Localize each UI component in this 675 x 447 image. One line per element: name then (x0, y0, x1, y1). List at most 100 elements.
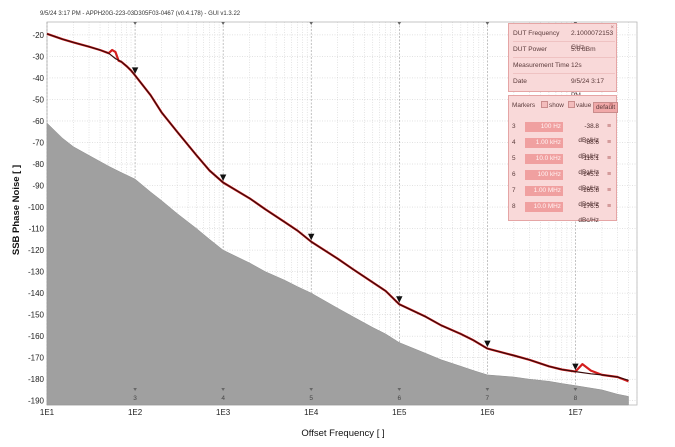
marker-value: -38.8 dBc/Hz (578, 123, 599, 144)
marker-bottom-tick (309, 388, 313, 391)
marker-label: 7 (486, 395, 490, 402)
window-title: 9/5/24 3:17 PM - APPH20G-223-03D305F03-0… (40, 11, 241, 17)
menu-icon[interactable]: ≡ (607, 203, 612, 210)
marker-frequency-field[interactable]: 10.0 kHz (525, 154, 563, 164)
info-row-dut-power: DUT Power 5.6 dBm (513, 43, 615, 58)
marker-value: -116.1 dBc/Hz (578, 155, 599, 176)
marker-id: 5 (512, 155, 516, 162)
marker-label: 8 (574, 395, 578, 402)
marker-label: 6 (397, 395, 401, 402)
markers-panel[interactable]: Markers show value default ≡ 3 100 Hz -3… (508, 95, 619, 224)
marker-id: 7 (512, 187, 516, 194)
x-tick-label: 1E2 (128, 408, 143, 417)
y-tick-label: -90 (32, 182, 44, 191)
info-row-dut-frequency: DUT Frequency 2.1000072153 GHz (513, 27, 615, 51)
marker-frequency-field[interactable]: 100 Hz (525, 122, 563, 132)
marker-value: -165.8 dBc/Hz (578, 187, 599, 208)
marker-id: 4 (512, 139, 516, 146)
menu-icon[interactable]: ≡ (607, 139, 612, 146)
marker-bottom-tick (397, 388, 402, 391)
marker-bottom-tick (133, 388, 137, 391)
marker-row[interactable]: 5 10.0 kHz -116.1 dBc/Hz ≡ (512, 152, 614, 176)
info-key: Measurement Time (513, 62, 570, 69)
marker-triangle-icon (131, 67, 139, 74)
y-tick-label: -180 (28, 375, 45, 384)
show-toggle[interactable]: show (541, 100, 564, 112)
y-tick-label: -40 (32, 74, 44, 83)
y-tick-label: -60 (32, 117, 44, 126)
x-tick-label: 1E4 (304, 408, 319, 417)
marker-triangle-icon (308, 233, 315, 241)
marker-top-tick (485, 22, 490, 25)
marker-value: -145.2 dBc/Hz (578, 171, 599, 192)
y-tick-label: -120 (28, 246, 45, 255)
y-tick-label: -20 (32, 31, 44, 40)
info-value: 2.1000072153 GHz (571, 30, 614, 51)
value-label: value (576, 102, 592, 109)
info-row-date: Date 9/5/24 3:17 PM (513, 75, 615, 99)
marker-row[interactable]: 8 10.0 MHz -176.5 dBc/Hz ≡ (512, 200, 614, 224)
menu-icon[interactable]: ≡ (609, 102, 614, 109)
marker-triangle-icon (219, 174, 227, 181)
menu-icon[interactable]: ≡ (607, 171, 612, 178)
markers-header: Markers show value default ≡ (512, 100, 619, 113)
info-key: DUT Power (513, 46, 547, 53)
marker-bottom-tick (221, 388, 225, 391)
x-axis-title: Offset Frequency [ ] (301, 428, 384, 439)
default-button[interactable]: default (593, 102, 619, 113)
y-tick-label: -130 (28, 268, 45, 277)
value-toggle[interactable]: value (568, 100, 591, 112)
marker-frequency-field[interactable]: 10.0 MHz (525, 202, 563, 212)
x-tick-label: 1E1 (40, 408, 55, 417)
close-icon[interactable]: × (610, 25, 614, 31)
show-label: show (549, 102, 564, 109)
series-area (46, 122, 629, 406)
x-tick-label: 1E3 (216, 408, 231, 417)
y-tick-label: -100 (28, 203, 45, 212)
markers-title: Markers (512, 102, 536, 109)
x-tick-label: 1E6 (480, 408, 495, 417)
marker-triangle-icon (572, 363, 579, 371)
y-tick-label: -70 (32, 138, 44, 147)
menu-icon[interactable]: ≡ (607, 155, 612, 162)
info-key: Date (513, 78, 527, 85)
marker-triangle-icon (484, 340, 491, 348)
marker-frequency-field[interactable]: 1.00 kHz (525, 138, 563, 148)
x-tick-label: 1E7 (568, 408, 583, 417)
x-tick-label: 1E5 (392, 408, 407, 417)
marker-bottom-tick (485, 388, 490, 391)
series-line (46, 33, 629, 381)
marker-id: 8 (512, 203, 516, 210)
marker-id: 6 (512, 171, 516, 178)
marker-row[interactable]: 3 100 Hz -38.8 dBc/Hz ≡ (512, 120, 614, 144)
marker-label: 5 (309, 395, 313, 402)
info-key: DUT Frequency (513, 30, 560, 37)
measurement-info-panel[interactable]: × DUT Frequency 2.1000072153 GHz DUT Pow… (508, 23, 617, 99)
marker-top-tick (221, 22, 225, 25)
y-tick-label: -150 (28, 311, 45, 320)
checkbox-icon[interactable] (541, 101, 548, 108)
marker-row[interactable]: 4 1.00 kHz -88.6 dBc/Hz ≡ (512, 136, 614, 160)
info-row-measurement-time: Measurement Time 12s (513, 59, 615, 74)
y-tick-label: -110 (29, 225, 45, 234)
marker-top-tick (309, 22, 313, 25)
menu-icon[interactable]: ≡ (607, 187, 612, 194)
y-tick-label: -80 (32, 160, 44, 169)
y-tick-label: -50 (32, 95, 44, 104)
marker-value: -88.6 dBc/Hz (578, 139, 599, 160)
y-tick-label: -140 (28, 289, 45, 298)
marker-frequency-field[interactable]: 1.00 MHz (525, 186, 563, 196)
info-value: 5.6 dBm (571, 46, 596, 53)
info-value: 12s (571, 62, 582, 69)
marker-top-tick (133, 22, 137, 25)
y-tick-label: -170 (28, 354, 45, 363)
marker-frequency-field[interactable]: 100 kHz (525, 170, 563, 180)
y-axis-title: SSB Phase Noise [ ] (11, 165, 22, 255)
marker-row[interactable]: 7 1.00 MHz -165.8 dBc/Hz ≡ (512, 184, 614, 208)
menu-icon[interactable]: ≡ (607, 123, 612, 130)
marker-triangle-icon (396, 296, 403, 303)
marker-row[interactable]: 6 100 kHz -145.2 dBc/Hz ≡ (512, 168, 614, 192)
marker-label: 4 (221, 395, 225, 402)
y-tick-label: -30 (32, 52, 44, 61)
checkbox-icon[interactable] (568, 101, 575, 108)
